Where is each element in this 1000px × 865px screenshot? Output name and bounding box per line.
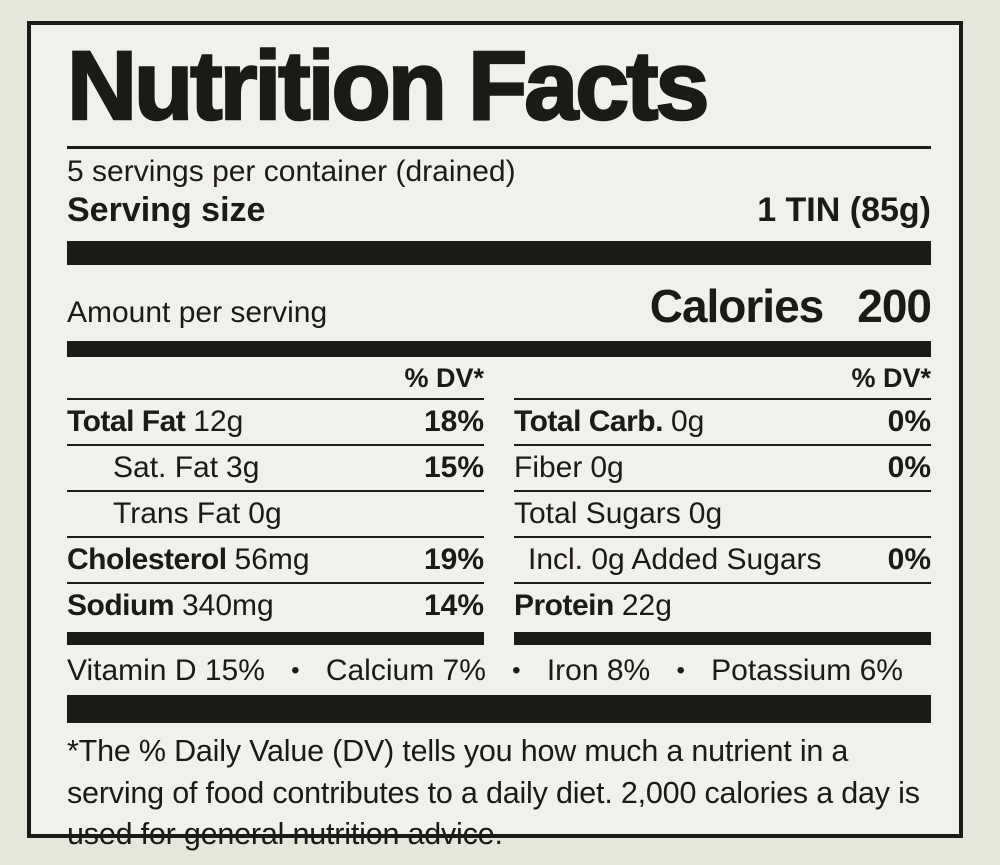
micronutrient-vitamin-d: Vitamin D 15% [67, 654, 265, 688]
column-end-bar-left [67, 632, 484, 646]
amount-per-serving-label: Amount per serving [67, 296, 328, 330]
nutrient-amount: 340mg [182, 589, 274, 623]
micronutrient-calcium: Calcium 7% [325, 654, 486, 688]
nutrient-row-fiber: Fiber 0g 0% [514, 446, 931, 493]
nutrient-name: Fiber [514, 451, 583, 485]
nutrient-name: Protein [514, 589, 614, 623]
nutrient-row-protein: Protein 22g [514, 584, 931, 630]
nutrient-amount: 22g [621, 589, 672, 623]
nutrient-dv: 18% [423, 405, 484, 439]
nutrient-dv: 0% [887, 451, 931, 485]
calories-value: 200 [857, 280, 932, 333]
nutrient-row-total-fat: Total Fat 12g 18% [67, 400, 484, 447]
nutrient-amount: 3g [226, 451, 260, 485]
nutrient-row-sodium: Sodium 340mg 14% [67, 584, 484, 630]
nutrient-row-total-sugars: Total Sugars 0g [514, 492, 931, 539]
nutrient-row-sat-fat: Sat. Fat 3g 15% [67, 446, 484, 493]
nutrient-row-total-carb: Total Carb. 0g 0% [514, 400, 931, 447]
nutrition-facts-label: Nutrition Facts 5 servings per container… [27, 21, 963, 851]
title-divider [67, 146, 931, 149]
divider-thick-bar [67, 241, 931, 266]
micronutrient-potassium: Potassium 6% [711, 654, 903, 688]
daily-value-header-right: % DV* [514, 363, 931, 401]
nutrient-dv: 14% [423, 589, 484, 623]
servings-per-container: 5 servings per container (drained) [67, 155, 516, 188]
nutrient-dv: 19% [423, 543, 484, 577]
bullet-separator: • [512, 657, 521, 685]
serving-size-value: 1 TIN (85g) [757, 191, 931, 229]
nutrient-name: Incl. 0g Added Sugars [528, 543, 822, 577]
nutrient-amount: 0g [670, 405, 705, 439]
nutrient-amount: 0g [248, 497, 282, 531]
daily-value-header-left: % DV* [67, 363, 484, 401]
nutrient-row-trans-fat: Trans Fat 0g [67, 492, 484, 539]
micronutrients-row: Vitamin D 15% • Calcium 7% • Iron 8% • P… [67, 653, 931, 689]
nutrient-name: Total Carb. [514, 405, 663, 439]
calories-row: Amount per serving Calories 200 [67, 279, 932, 333]
calories-label: Calories [649, 280, 825, 333]
nutrient-name: Trans Fat [113, 497, 241, 531]
nutrient-name: Total Sugars [514, 497, 681, 531]
nutrient-table: % DV* Total Fat 12g 18% Sat. Fat 3g 15% Tr… [67, 363, 931, 646]
micronutrient-iron: Iron 8% [546, 654, 651, 688]
divider-medium-bar [67, 341, 931, 358]
nutrient-dv: 15% [423, 451, 484, 485]
nutrient-amount: 12g [193, 405, 244, 439]
nutrient-dv: 0% [887, 405, 931, 439]
nutrient-name: Sat. Fat [113, 451, 219, 485]
nutrient-column-left: % DV* Total Fat 12g 18% Sat. Fat 3g 15% Tr… [67, 363, 484, 646]
label-title: Nutrition Facts [66, 31, 711, 140]
nutrient-amount: 0g [590, 451, 624, 485]
nutrient-name: Sodium [67, 589, 175, 623]
nutrient-name: Cholesterol [67, 543, 227, 577]
serving-size-label: Serving size [67, 191, 266, 229]
nutrient-amount: 0g [688, 497, 723, 531]
bullet-separator: • [676, 657, 685, 685]
nutrient-name: Total Fat [67, 405, 186, 439]
nutrient-row-added-sugars: Incl. 0g Added Sugars 0% [514, 538, 931, 585]
serving-size-row: Serving size 1 TIN (85g) [67, 191, 931, 229]
nutrient-row-cholesterol: Cholesterol 56mg 19% [67, 538, 484, 585]
column-end-bar-right [514, 632, 931, 646]
daily-value-footnote: *The % Daily Value (DV) tells you how mu… [67, 734, 920, 852]
calories-group: Calories 200 [649, 279, 932, 333]
nutrient-column-right: % DV* Total Carb. 0g 0% Fiber 0g 0% Total … [514, 363, 931, 646]
bullet-separator: • [291, 657, 300, 685]
nutrient-amount: 56mg [234, 543, 310, 577]
divider-big-bar [67, 695, 931, 724]
nutrient-dv: 0% [887, 543, 931, 577]
